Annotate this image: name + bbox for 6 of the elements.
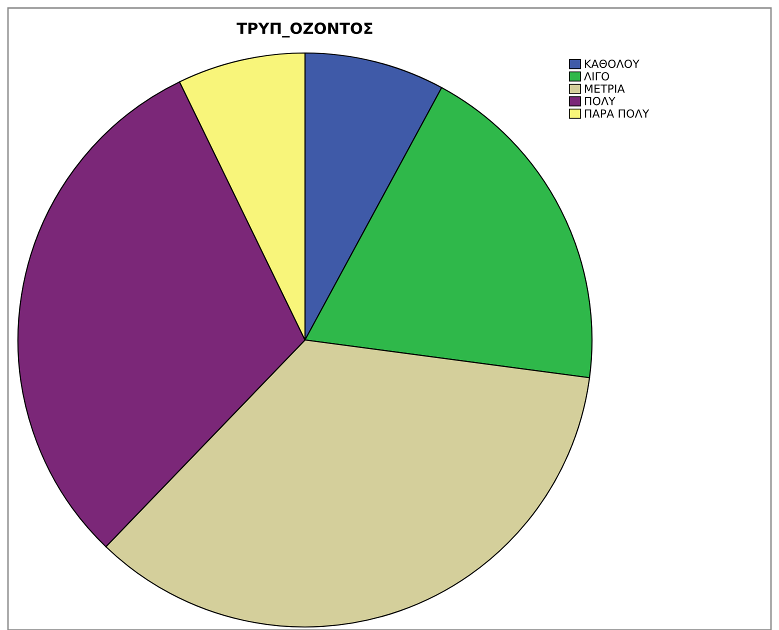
legend-label: ΚΑΘΟΛΟΥ xyxy=(584,60,640,68)
legend-label: ΠΟΛΥ xyxy=(584,96,616,106)
chart-title: ΤΡΥΠ_ΟΖΟΝΤΟΣ xyxy=(236,22,372,38)
legend-label: ΜΕΤΡΙΑ xyxy=(584,84,625,93)
legend-label: ΛΙΓΟ xyxy=(584,72,610,80)
legend-label: ΠΑΡΑ ΠΟΛΥ xyxy=(584,109,650,118)
